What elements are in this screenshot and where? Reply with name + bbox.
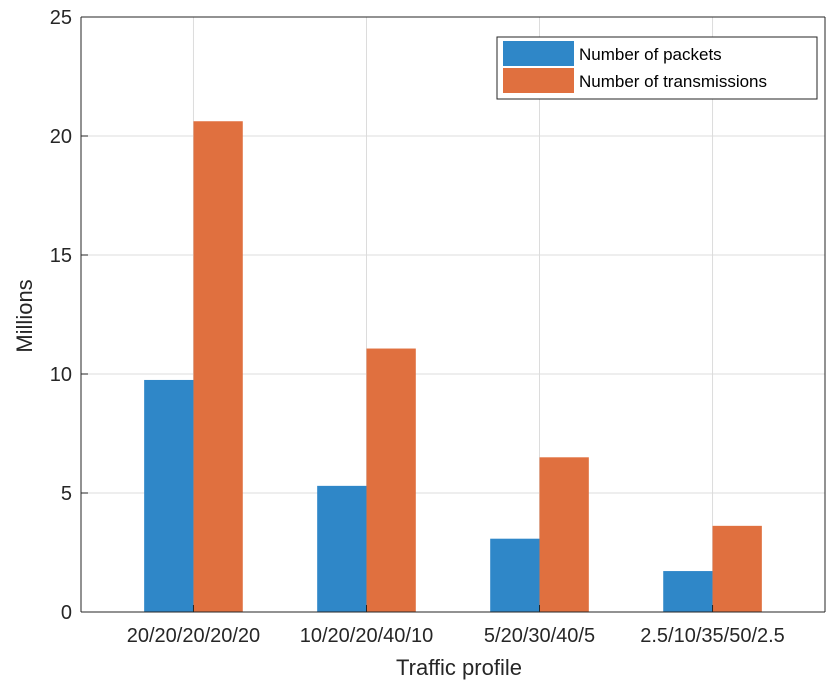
y-tick-labels: 0 5 10 15 20 25 (50, 7, 72, 624)
legend-label: Number of packets (579, 45, 722, 64)
x-tick-label: 10/20/20/40/10 (300, 625, 433, 647)
y-tick-label: 10 (50, 364, 72, 386)
y-tick-label: 15 (50, 245, 72, 267)
bar-transmissions (366, 348, 416, 612)
legend: Number of packets Number of transmissions (496, 36, 818, 100)
legend-label: Number of transmissions (579, 72, 767, 91)
legend-swatch (503, 41, 574, 66)
bar-packets (490, 538, 540, 612)
x-tick-label: 5/20/30/40/5 (484, 625, 595, 647)
bar-packets (317, 485, 367, 612)
bar-transmissions (539, 457, 589, 612)
x-tick-labels: 20/20/20/20/20 10/20/20/40/10 5/20/30/40/5… (127, 625, 785, 647)
y-tick-label: 0 (61, 602, 72, 624)
y-tick-label: 5 (61, 483, 72, 505)
y-axis-label: Millions (12, 279, 37, 352)
x-axis-label: Traffic profile (396, 655, 522, 680)
bar-transmissions (712, 525, 762, 612)
y-tick-label: 20 (50, 126, 72, 148)
x-tick-label: 2.5/10/35/50/2.5 (640, 625, 785, 647)
bar-packets (144, 379, 194, 612)
y-tick-label: 25 (50, 7, 72, 29)
bars (144, 121, 762, 612)
x-tick-label: 20/20/20/20/20 (127, 625, 260, 647)
bar-transmissions (193, 121, 243, 612)
axes (80, 16, 826, 613)
bar-packets (663, 571, 713, 612)
legend-swatch (503, 68, 574, 93)
